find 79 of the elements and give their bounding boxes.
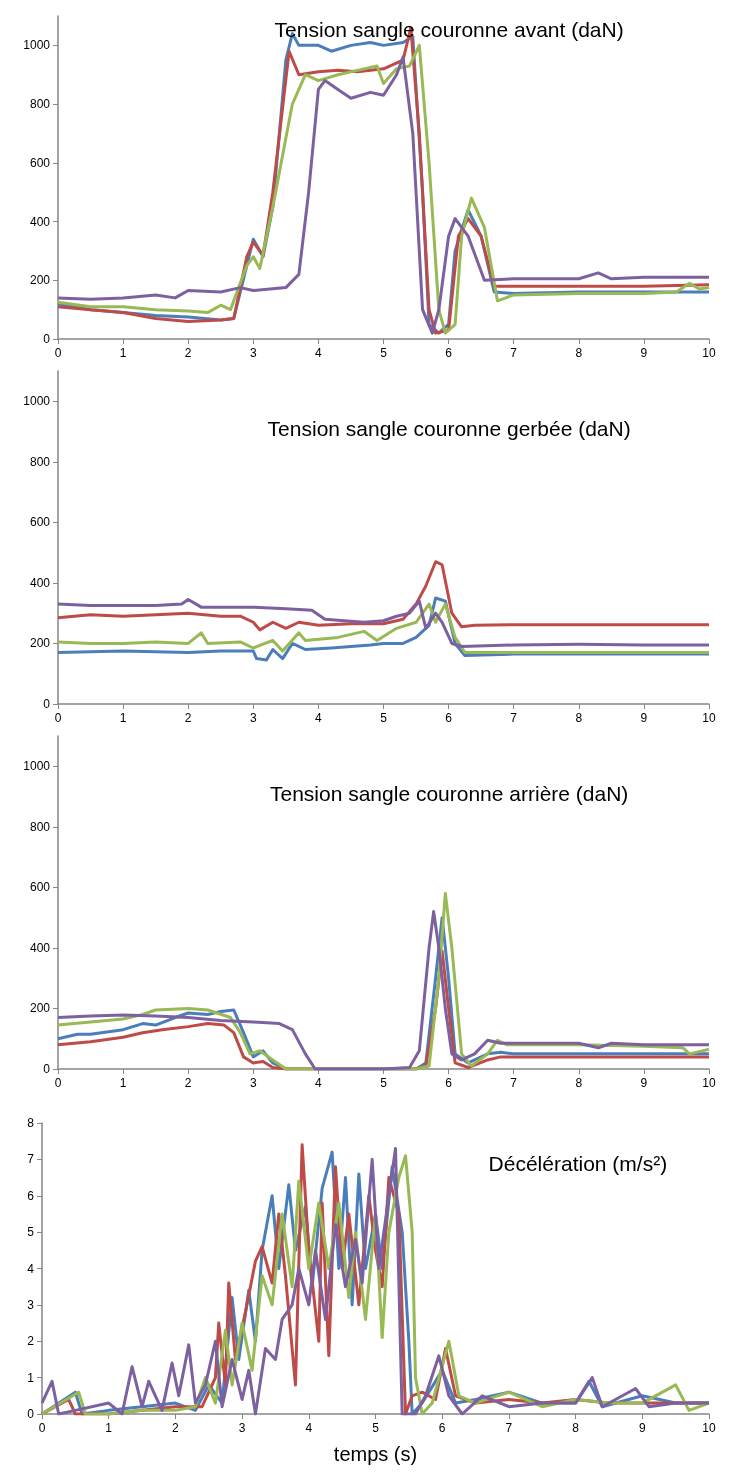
x-tick-label: 10 — [702, 711, 716, 725]
x-tick-label: 0 — [54, 346, 62, 360]
x-tick-label: 6 — [438, 1421, 446, 1435]
x-tick-label: 7 — [510, 711, 518, 725]
y-tick-label: 0 — [43, 332, 51, 346]
y-tick-label: 0 — [27, 1407, 35, 1421]
x-tick-label: 7 — [505, 1421, 513, 1435]
x-tick-label: 2 — [172, 1421, 180, 1435]
text: Tension sangle couronne arrière (daN) — [269, 782, 629, 805]
y-tick-label: 0 — [43, 1062, 51, 1076]
x-tick-label: 8 — [575, 1076, 583, 1090]
line-series — [56, 602, 711, 655]
y-tick-label: 400 — [29, 575, 51, 590]
x-tick-label: 5 — [380, 1076, 388, 1090]
x-tick-label: 8 — [575, 346, 583, 360]
y-tick-label: 2 — [27, 1334, 35, 1349]
y-tick-label: 1 — [27, 1370, 35, 1385]
line-series — [56, 596, 711, 662]
y-tick-label: 200 — [29, 636, 51, 651]
y-tick-label: 400 — [29, 214, 51, 229]
y-tick-label: 8 — [27, 1116, 35, 1130]
y-tick-label: 6 — [27, 1188, 35, 1203]
y-tick-label: 600 — [29, 880, 51, 895]
y-tick-label: 7 — [27, 1152, 35, 1167]
x-tick-label: 4 — [315, 1076, 323, 1090]
line-series — [56, 560, 711, 632]
x-tick-label: 1 — [119, 1076, 127, 1090]
x-tick-label: 10 — [702, 1421, 716, 1435]
y-tick-label: 0 — [43, 697, 51, 711]
x-tick-label: 0 — [54, 1076, 62, 1090]
chart-title: Tension sangle couronne avant (daN) — [274, 18, 624, 41]
y-tick-label: 1000 — [23, 759, 51, 774]
x-axis-title: temps (s) — [333, 1443, 418, 1465]
y-tick-label: 5 — [27, 1225, 35, 1240]
x-tick-label: 0 — [54, 711, 62, 725]
x-tick-label: 3 — [249, 1076, 257, 1090]
x-tick-label: 4 — [315, 711, 323, 725]
x-tick-label: 6 — [445, 346, 453, 360]
x-tick-label: 6 — [445, 1076, 453, 1090]
y-tick-label: 800 — [29, 819, 51, 834]
x-tick-label: 1 — [119, 711, 127, 725]
y-tick-label: 600 — [29, 155, 51, 170]
text: Décélération (m/s²) — [488, 1152, 668, 1175]
y-tick-label: 600 — [29, 515, 51, 530]
y-tick-label: 200 — [29, 1001, 51, 1016]
x-tick-label: 2 — [184, 1076, 192, 1090]
y-tick-label: 4 — [27, 1261, 35, 1276]
x-tick-label: 4 — [305, 1421, 313, 1435]
x-tick-label: 9 — [638, 1421, 646, 1435]
x-tick-label: 4 — [315, 346, 323, 360]
x-tick-label: 8 — [575, 711, 583, 725]
x-tick-label: 9 — [640, 711, 648, 725]
x-tick-label: 5 — [380, 346, 388, 360]
x-tick-label: 7 — [510, 1076, 518, 1090]
y-tick-label: 1000 — [23, 394, 51, 409]
x-tick-label: 7 — [510, 346, 518, 360]
x-tick-label: 3 — [249, 711, 257, 725]
y-tick-label: 800 — [29, 454, 51, 469]
x-tick-label: 5 — [380, 711, 388, 725]
x-tick-label: 8 — [572, 1421, 580, 1435]
line-series — [56, 598, 711, 648]
x-tick-label: 6 — [445, 711, 453, 725]
x-tick-label: 10 — [702, 1076, 716, 1090]
x-tick-label: 1 — [119, 346, 127, 360]
x-tick-label: 9 — [640, 1076, 648, 1090]
x-tick-label: 2 — [184, 711, 192, 725]
x-tick-label: 3 — [249, 346, 257, 360]
y-tick-label: 400 — [29, 940, 51, 955]
x-tick-label: 3 — [238, 1421, 246, 1435]
x-tick-label: 10 — [702, 346, 716, 360]
x-tick-label: 1 — [105, 1421, 113, 1435]
x-tick-label: 5 — [372, 1421, 380, 1435]
y-tick-label: 800 — [29, 97, 51, 112]
y-tick-label: 1000 — [23, 38, 51, 53]
x-tick-label: 2 — [184, 346, 192, 360]
y-tick-label: 200 — [29, 273, 51, 288]
text: Tension sangle couronne gerbée (daN) — [267, 417, 631, 440]
y-tick-label: 3 — [27, 1297, 35, 1312]
x-tick-label: 9 — [640, 346, 648, 360]
